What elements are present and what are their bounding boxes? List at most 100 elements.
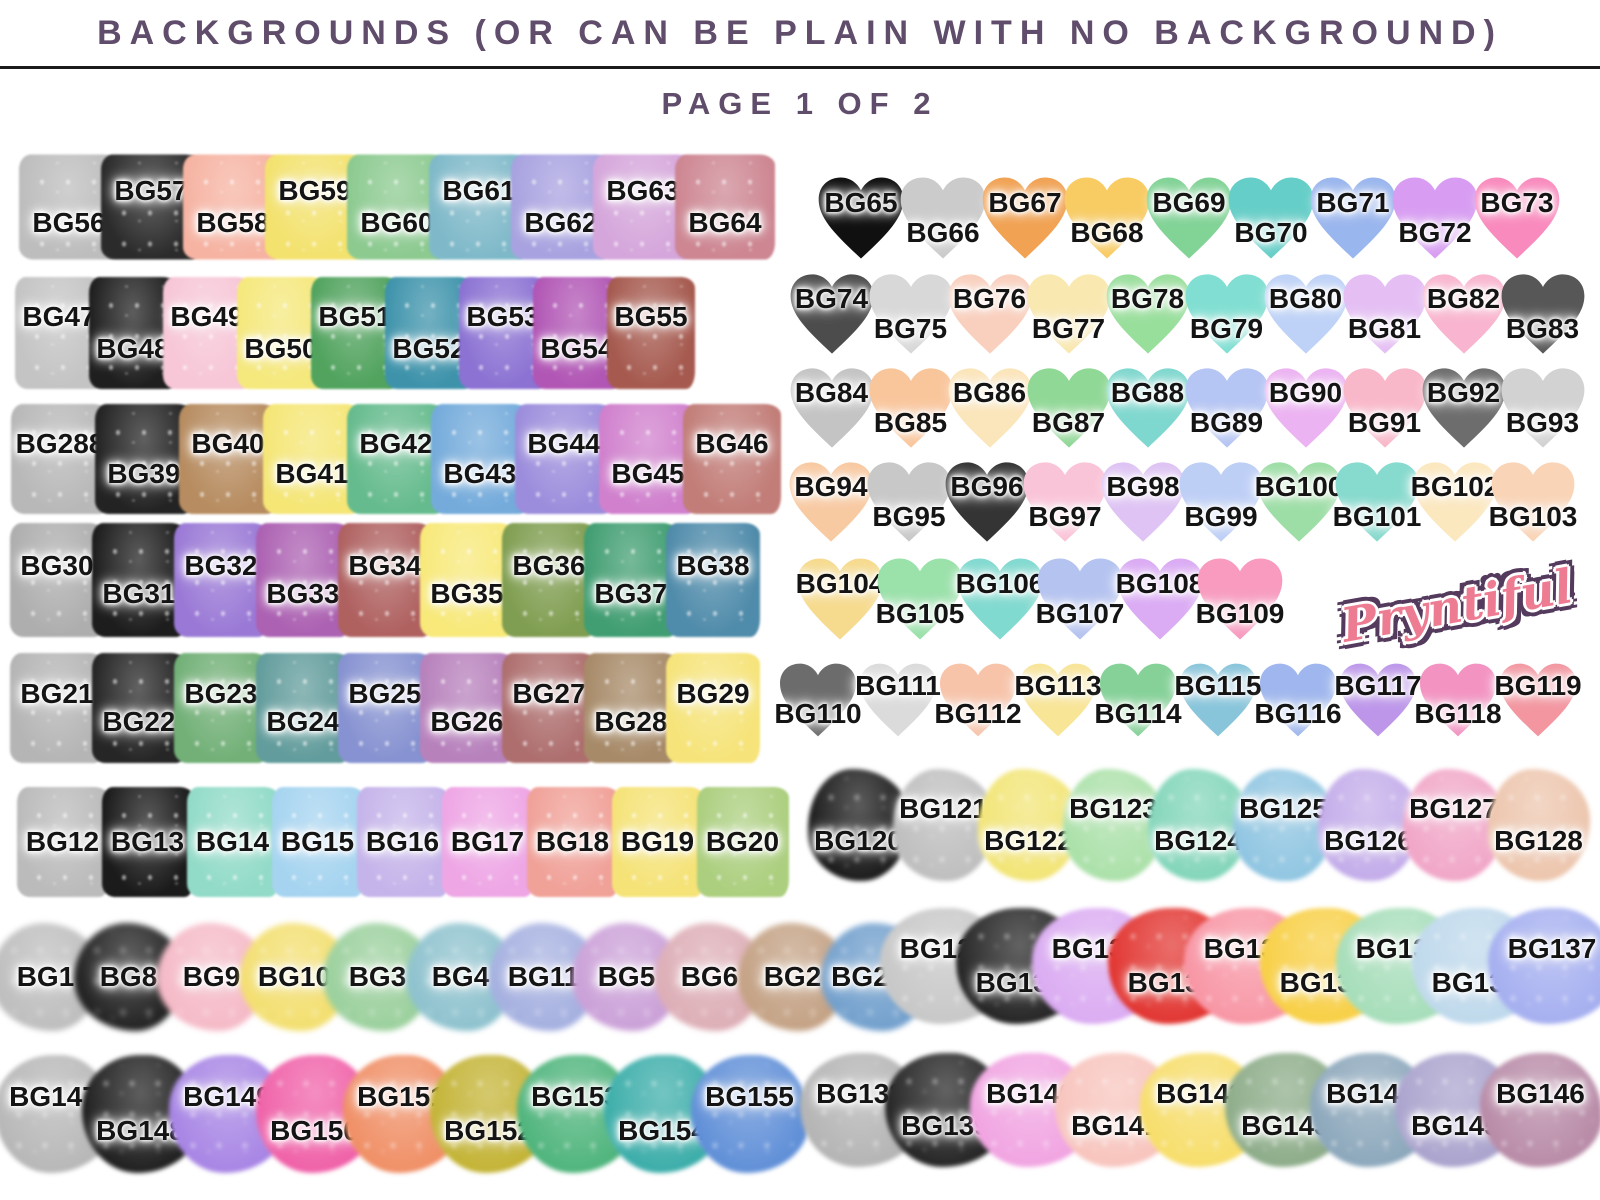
swatch-BG96: BG96 (945, 456, 1029, 548)
swatch-BG41: BG41 (263, 400, 361, 518)
swatch-label-BG108: BG108 (1115, 568, 1205, 599)
swatch-BG23: BG23 (174, 650, 268, 766)
swatch-BG56: BG56 (19, 148, 119, 266)
square-swatch-shape (599, 404, 697, 514)
swatch-label-BG93: BG93 (1505, 407, 1580, 438)
swatch-BG93: BG93 (1501, 362, 1584, 454)
swatch-label-BG40: BG40 (191, 428, 265, 459)
swatch-BG65: BG65 (818, 172, 904, 264)
swatch-BG26: BG26 (420, 650, 514, 766)
swatch-BG115: BG115 (1174, 656, 1262, 744)
swatch-label-BG11: BG11 (507, 961, 580, 992)
swatch-label-BG111: BG111 (855, 670, 941, 701)
square-swatch-shape (338, 653, 432, 763)
heart-swatch-shape (818, 177, 904, 259)
heart-swatch-shape (860, 663, 936, 737)
square-swatch-shape (10, 653, 104, 763)
square-swatch-shape (502, 523, 596, 637)
heart-swatch-shape (957, 558, 1043, 640)
swatch-BG44: BG44 (515, 400, 613, 518)
stroke-swatch-shape (1488, 908, 1600, 1024)
swatch-BG118: BG118 (1414, 656, 1502, 744)
swatch-label-BG124: BG124 (1154, 825, 1243, 856)
swatch-label-BG15: BG15 (280, 826, 355, 857)
swatch-BG72: BG72 (1392, 172, 1478, 264)
heart-swatch-shape (1020, 663, 1096, 737)
square-swatch-shape (420, 523, 514, 637)
swatch-BG47: BG47 (15, 274, 103, 392)
swatch-label-BG67: BG67 (988, 187, 1062, 218)
swatch-BG52: BG52 (385, 274, 473, 392)
heart-swatch-shape (869, 368, 952, 448)
swatch-label-BG106: BG106 (955, 568, 1045, 599)
square-swatch-shape (338, 523, 432, 637)
stroke-swatch-shape (690, 1055, 809, 1173)
swatch-BG110: BG110 (774, 656, 862, 744)
heart-swatch-shape (1257, 462, 1341, 542)
square-swatch-shape (666, 523, 760, 637)
swatch-BG126: BG126 (1317, 766, 1420, 884)
swatch-label-BG29: BG29 (676, 678, 750, 709)
swatch-label-BG32: BG32 (184, 550, 258, 581)
swatch-label-BG104: BG104 (795, 568, 885, 599)
square-row-3: BG288 BG39 BG40 BG41 BG42 BG43 BG44 BG45 BG46 (11, 400, 781, 518)
swatch-BG99: BG99 (1179, 456, 1263, 548)
swatch-BG48: BG48 (89, 274, 177, 392)
swatch-BG37: BG37 (584, 520, 678, 640)
swatch-label-BG114: BG114 (1094, 698, 1182, 729)
swatch-label-BG87: BG87 (1031, 407, 1106, 438)
swatch-label-BG44: BG44 (527, 428, 601, 459)
swatch-label-BG61: BG61 (442, 175, 516, 206)
cloud-swatch-shape (73, 923, 184, 1031)
square-swatch-shape (459, 277, 547, 389)
swatch-label-BG126: BG126 (1324, 825, 1413, 856)
swatch-label-BG107: BG107 (1035, 598, 1125, 629)
swatch-label-BG75: BG75 (873, 313, 948, 344)
swatch-BG87: BG87 (1027, 362, 1110, 454)
swatch-BG54: BG54 (533, 274, 621, 392)
swatch-BG78: BG78 (1106, 268, 1189, 360)
heart-swatch-shape (1413, 462, 1497, 542)
heart-swatch-shape (1100, 663, 1176, 737)
swatch-BG24: BG24 (256, 650, 350, 766)
swatch-label-BG74: BG74 (794, 283, 869, 314)
swatch-label-BG9: BG9 (182, 961, 241, 992)
swatch-BG81: BG81 (1343, 268, 1426, 360)
heart-swatch-shape (1392, 177, 1478, 259)
swatch-BG146: BG146 (1479, 1048, 1600, 1172)
swatch-label-BG97: BG97 (1028, 501, 1102, 532)
swatch-BG12: BG12 (16, 784, 109, 900)
swatch-BG18: BG18 (526, 784, 619, 900)
swatch-BG64: BG64 (675, 148, 775, 266)
swatch-BG90: BG90 (1264, 362, 1347, 454)
swatch-BG85: BG85 (869, 362, 952, 454)
heart-row-1: BG65 BG66 BG67 BG68 BG69 BG70 BG71 BG72 BG73 (818, 172, 1560, 264)
swatch-BG155: BG155 (690, 1050, 809, 1178)
swatch-BG117: BG117 (1334, 656, 1422, 744)
square-swatch-shape (271, 787, 364, 897)
swatch-label-BG116: BG116 (1254, 698, 1342, 729)
heart-swatch-shape (1064, 177, 1150, 259)
cloud-swatch-shape (239, 923, 350, 1031)
swatch-label-BG31: BG31 (102, 578, 176, 609)
square-row-5: BG21 BG22 BG23 BG24 BG25 BG26 BG27 BG28 BG29 (10, 650, 760, 766)
square-swatch-shape (237, 277, 325, 389)
swatch-label-BG3: BG3 (348, 961, 407, 992)
heart-swatch-shape (1037, 558, 1123, 640)
cloud-row: BG1 BG8 BG9 BG10 BG3 BG4 BG11 BG5 BG6 BG2 BG289 (0, 916, 931, 1038)
heart-row-5: BG104 BG105 BG106 BG107 BG108 BG109 (796, 552, 1284, 646)
swatch-label-BG118: BG118 (1414, 698, 1502, 729)
swatch-BG66: BG66 (900, 172, 986, 264)
swatch-label-BG54: BG54 (540, 333, 614, 364)
swatch-label-BG288: BG288 (15, 428, 105, 459)
square-swatch-shape (15, 277, 103, 389)
swatch-BG111: BG111 (855, 656, 941, 744)
swatch-label-BG20: BG20 (705, 826, 780, 857)
swatch-BG9: BG9 (156, 916, 267, 1038)
swatch-BG25: BG25 (338, 650, 432, 766)
swatch-label-BG120: BG120 (814, 825, 903, 856)
swatch-label-BG146: BG146 (1496, 1078, 1585, 1109)
stroke-row-left: BG147 BG148 BG149 BG150 BG151 BG152 BG153 BG154… (0, 1050, 809, 1178)
swatch-BG84: BG84 (790, 362, 873, 454)
heart-swatch-shape (1420, 663, 1496, 737)
